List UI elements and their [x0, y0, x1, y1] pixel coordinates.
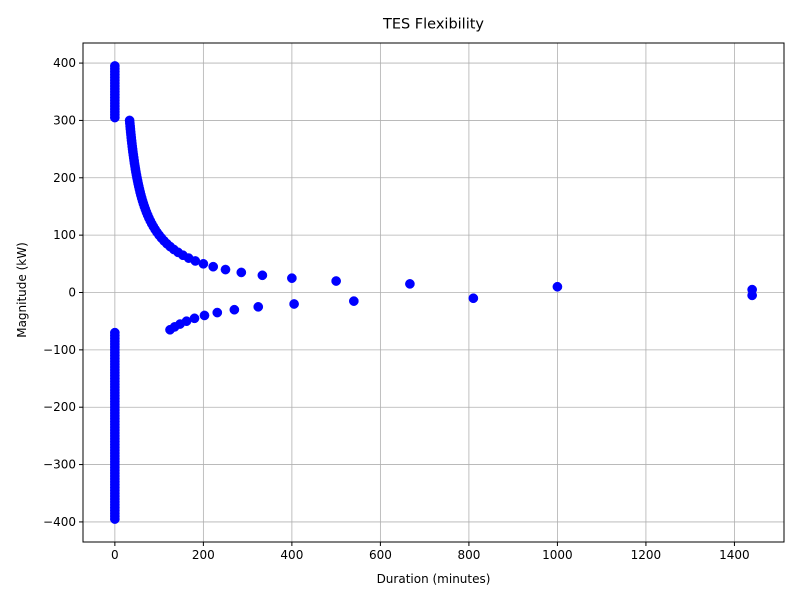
x-tick-label: 0 — [111, 548, 119, 562]
x-axis-label: Duration (minutes) — [377, 572, 491, 586]
y-tick-label: 400 — [53, 56, 76, 70]
y-tick-label: 200 — [53, 171, 76, 185]
chart-title: TES Flexibility — [382, 17, 484, 33]
y-axis-label: Magnitude (kW) — [15, 242, 29, 338]
data-point — [348, 296, 359, 306]
data-point — [229, 304, 240, 315]
data-points — [110, 61, 757, 524]
data-point — [208, 261, 219, 272]
data-point — [198, 258, 209, 269]
data-point — [110, 112, 120, 123]
data-point — [236, 267, 247, 278]
data-point — [212, 307, 223, 318]
data-point — [257, 270, 268, 281]
y-tick-label: −400 — [43, 515, 76, 529]
data-point — [165, 324, 175, 335]
data-point — [331, 276, 341, 286]
ticks: 0 200 400 600 800 1000 1200 1400−400−300−200−10… — [43, 56, 750, 562]
y-tick-label: 300 — [53, 113, 76, 127]
data-point — [747, 290, 757, 301]
data-point — [289, 299, 299, 309]
y-tick-label: −300 — [43, 458, 76, 472]
x-tick-label: 600 — [369, 548, 392, 562]
x-tick-label: 200 — [192, 548, 215, 562]
x-tick-label: 800 — [457, 548, 480, 562]
data-point — [253, 301, 264, 312]
x-tick-label: 1000 — [542, 548, 573, 562]
x-tick-label: 400 — [280, 548, 303, 562]
y-tick-label: 0 — [68, 286, 76, 300]
y-tick-label: 100 — [53, 228, 76, 242]
data-point — [468, 293, 479, 304]
grid — [83, 43, 784, 542]
y-tick-label: −200 — [43, 400, 76, 414]
data-point — [552, 281, 563, 292]
x-tick-label: 1400 — [719, 548, 750, 562]
data-point — [220, 264, 231, 275]
y-tick-label: −100 — [43, 343, 76, 357]
data-point — [199, 310, 210, 321]
data-point — [405, 279, 415, 289]
x-tick-label: 1200 — [631, 548, 662, 562]
data-point — [287, 273, 297, 284]
data-point — [110, 514, 120, 524]
